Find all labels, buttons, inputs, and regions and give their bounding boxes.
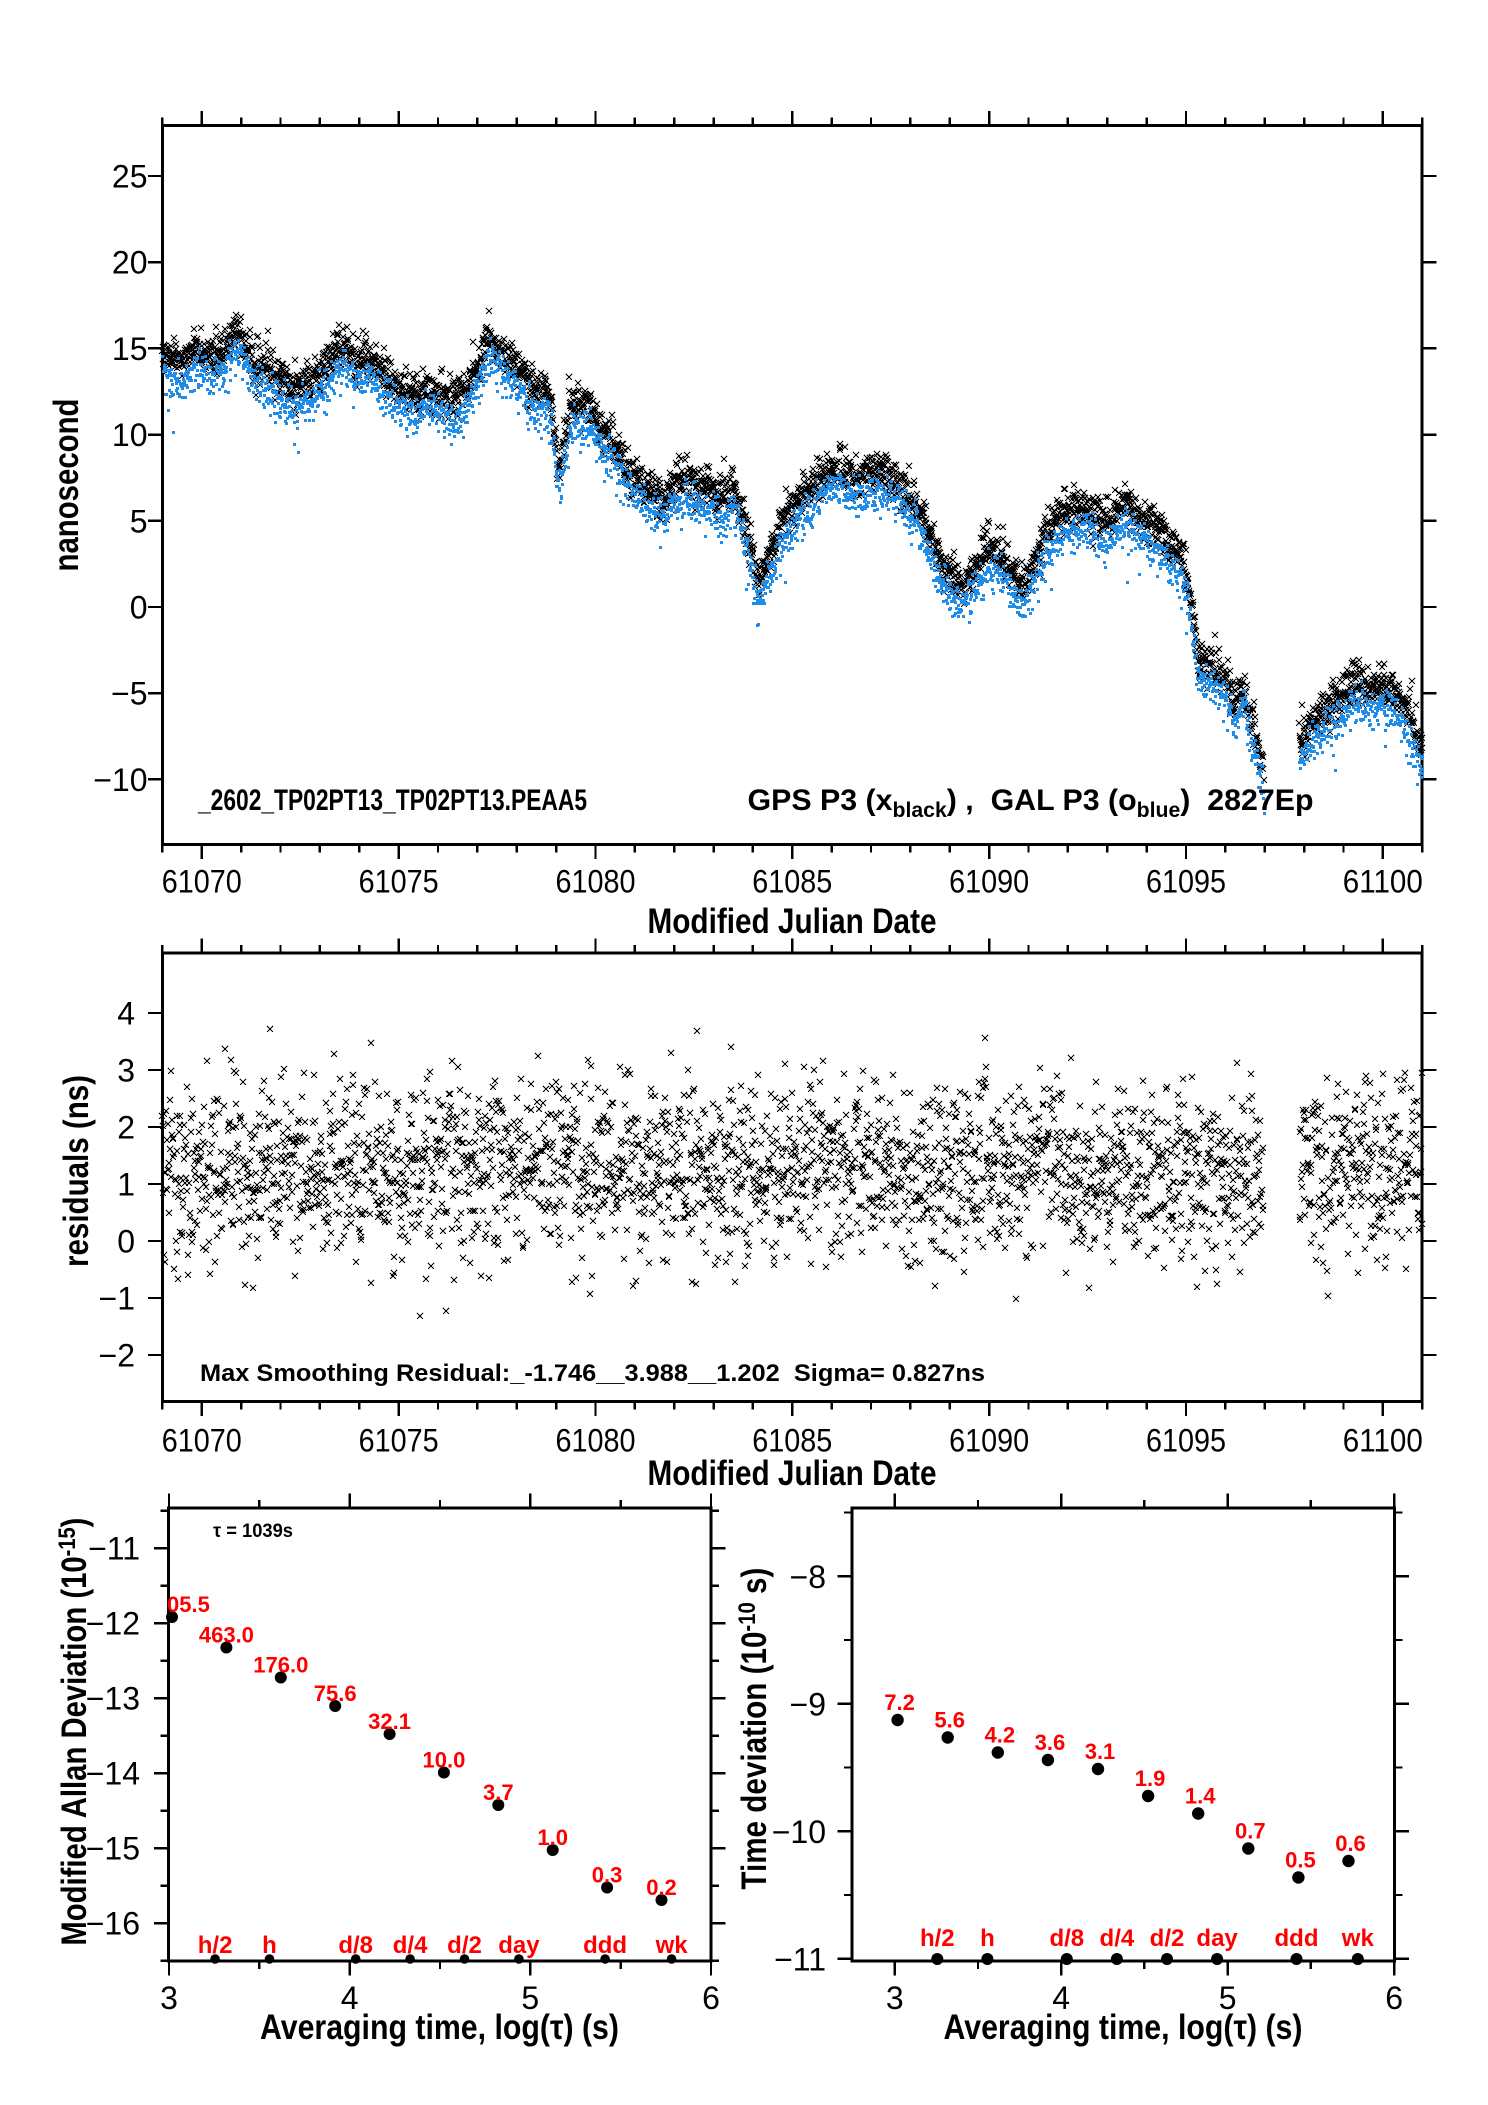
svg-text:Averaging time, log(τ) (s): Averaging time, log(τ) (s): [260, 2008, 619, 2047]
svg-text:1.4: 1.4: [1185, 1784, 1216, 1809]
svg-text:61070: 61070: [162, 864, 242, 900]
svg-text:4: 4: [1052, 1980, 1070, 2016]
svg-text:61080: 61080: [556, 1423, 636, 1459]
svg-text:d/8: d/8: [338, 1932, 373, 1959]
svg-text:32.1: 32.1: [368, 1709, 411, 1734]
svg-text:0: 0: [117, 1224, 135, 1260]
svg-text:7.2: 7.2: [884, 1690, 915, 1715]
svg-text:wk: wk: [655, 1932, 689, 1959]
svg-text:0: 0: [130, 590, 148, 626]
svg-text:0.3: 0.3: [592, 1863, 623, 1888]
svg-text:Max Smoothing Residual:_-1.746: Max Smoothing Residual:_-1.746__3.988__1…: [200, 1360, 985, 1387]
svg-text:3.7: 3.7: [483, 1780, 514, 1805]
svg-text:61100: 61100: [1343, 1423, 1423, 1459]
svg-text:h: h: [980, 1925, 995, 1952]
svg-text:d/4: d/4: [1100, 1925, 1135, 1952]
svg-text:ddd: ddd: [583, 1932, 627, 1959]
svg-text:day: day: [1196, 1925, 1238, 1952]
svg-text:3: 3: [886, 1980, 904, 2016]
svg-text:6: 6: [702, 1980, 720, 2016]
svg-text:3: 3: [117, 1053, 135, 1089]
svg-text:−1: −1: [99, 1281, 135, 1317]
svg-text:0.7: 0.7: [1235, 1819, 1266, 1844]
svg-text:residuals (ns): residuals (ns): [57, 1075, 96, 1267]
svg-text:Modified Allan Deviation (10-1: Modified Allan Deviation (10-15): [54, 1518, 94, 1946]
svg-text:−9: −9: [790, 1686, 826, 1722]
svg-text:1.9: 1.9: [1135, 1766, 1166, 1791]
svg-text:61095: 61095: [1146, 864, 1226, 900]
svg-text:61070: 61070: [162, 1423, 242, 1459]
svg-text:_2602_TP02PT13_TP02PT13.PEAA5: _2602_TP02PT13_TP02PT13.PEAA5: [197, 784, 587, 817]
svg-text:1.0: 1.0: [537, 1825, 568, 1850]
svg-text:τ = 1039s: τ = 1039s: [213, 1521, 293, 1542]
svg-text:h/2: h/2: [920, 1925, 955, 1952]
svg-text:−13: −13: [86, 1681, 140, 1717]
svg-text:−11: −11: [774, 1941, 826, 1977]
svg-text:nanosecond: nanosecond: [47, 399, 86, 572]
svg-text:176.0: 176.0: [253, 1653, 308, 1678]
svg-text:61075: 61075: [359, 864, 439, 900]
svg-text:−11: −11: [88, 1531, 140, 1567]
svg-text:−10: −10: [772, 1814, 826, 1850]
svg-text:5.6: 5.6: [934, 1708, 965, 1733]
svg-text:61100: 61100: [1343, 864, 1423, 900]
svg-text:Modified Julian Date: Modified Julian Date: [648, 1454, 937, 1493]
svg-text:d/8: d/8: [1049, 1925, 1084, 1952]
svg-text:Modified Julian Date: Modified Julian Date: [648, 902, 937, 941]
svg-text:−14: −14: [86, 1756, 140, 1792]
svg-text:d/2: d/2: [1150, 1925, 1185, 1952]
svg-text:0.6: 0.6: [1335, 1831, 1366, 1856]
svg-text:25: 25: [112, 159, 148, 195]
svg-text:5: 5: [1219, 1980, 1237, 2016]
svg-text:4.2: 4.2: [985, 1723, 1016, 1748]
svg-text:61095: 61095: [1146, 1423, 1226, 1459]
svg-text:3: 3: [160, 1980, 178, 2016]
svg-text:−8: −8: [790, 1559, 826, 1595]
svg-text:75.6: 75.6: [314, 1681, 357, 1706]
svg-text:61080: 61080: [556, 864, 636, 900]
svg-text:10: 10: [112, 417, 148, 453]
svg-text:463.0: 463.0: [199, 1623, 254, 1648]
svg-text:−15: −15: [86, 1831, 140, 1867]
svg-text:0.2: 0.2: [646, 1875, 677, 1900]
svg-text:GPS P3 (xblack) , GAL P3 (obl: GPS P3 (xblack) , GAL P3 (oblue) 2827Ep: [748, 784, 1314, 822]
svg-text:4: 4: [341, 1980, 359, 2016]
svg-text:−12: −12: [86, 1606, 140, 1642]
svg-text:10.0: 10.0: [422, 1748, 465, 1773]
svg-text:−2: −2: [99, 1338, 135, 1374]
svg-text:3.6: 3.6: [1035, 1730, 1066, 1755]
svg-text:wk: wk: [1341, 1925, 1375, 1952]
svg-text:h/2: h/2: [198, 1932, 233, 1959]
svg-text:61085: 61085: [752, 864, 832, 900]
svg-text:15: 15: [112, 331, 148, 367]
svg-text:1: 1: [117, 1167, 135, 1203]
svg-text:0.5: 0.5: [1285, 1848, 1316, 1873]
svg-text:61090: 61090: [949, 864, 1029, 900]
svg-text:−10: −10: [93, 762, 147, 798]
svg-text:ddd: ddd: [1275, 1925, 1319, 1952]
svg-text:05.5: 05.5: [167, 1592, 210, 1617]
svg-text:2: 2: [117, 1110, 135, 1146]
svg-text:d/4: d/4: [393, 1932, 428, 1959]
svg-text:61075: 61075: [359, 1423, 439, 1459]
svg-text:d/2: d/2: [447, 1932, 482, 1959]
svg-text:61090: 61090: [949, 1423, 1029, 1459]
svg-text:4: 4: [117, 996, 135, 1032]
svg-text:−16: −16: [86, 1906, 140, 1942]
svg-text:day: day: [498, 1932, 540, 1959]
svg-text:6: 6: [1385, 1980, 1403, 2016]
svg-text:5: 5: [130, 503, 148, 539]
svg-text:61085: 61085: [752, 1423, 832, 1459]
svg-text:Averaging time, log(τ) (s): Averaging time, log(τ) (s): [944, 2008, 1303, 2047]
svg-text:5: 5: [521, 1980, 539, 2016]
svg-text:20: 20: [112, 245, 148, 281]
svg-text:3.1: 3.1: [1085, 1739, 1116, 1764]
svg-text:h: h: [262, 1932, 277, 1959]
svg-text:−5: −5: [111, 676, 147, 712]
